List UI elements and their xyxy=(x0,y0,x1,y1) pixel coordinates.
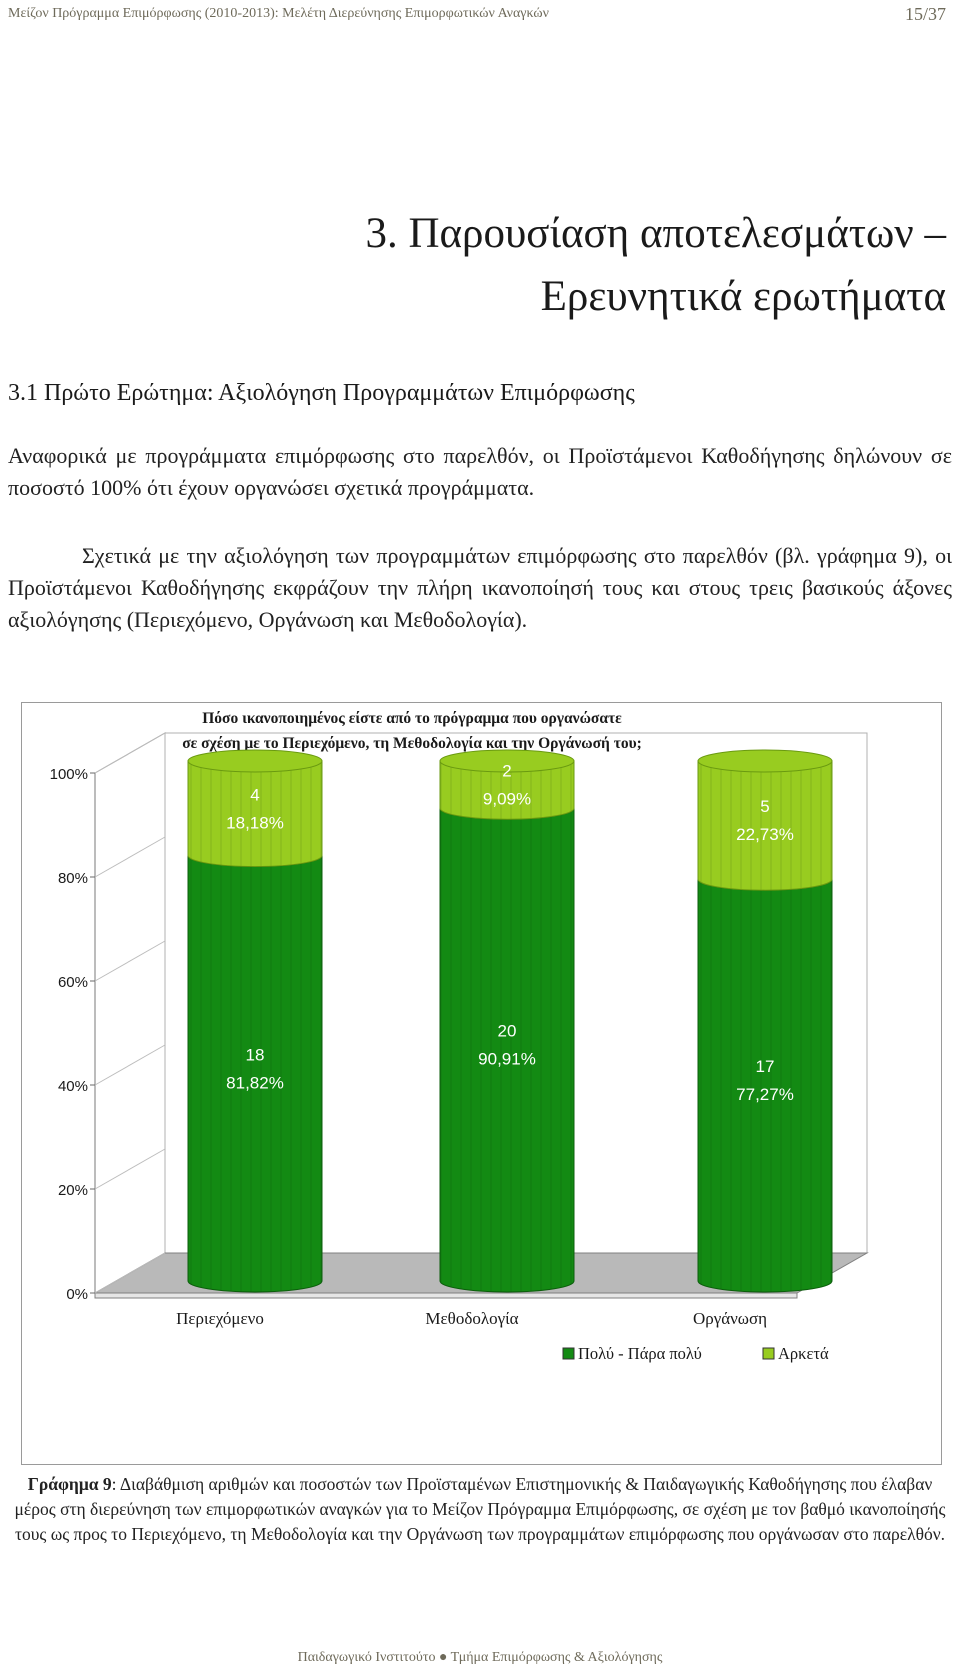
y-tick-label: 0% xyxy=(66,1286,88,1303)
bar-1-series-0 xyxy=(439,796,575,1293)
data-label-count: 18 xyxy=(246,1045,265,1064)
data-label-percent: 90,91% xyxy=(478,1050,536,1069)
y-tick-label: 40% xyxy=(58,1078,88,1095)
data-label-count: 2 xyxy=(502,762,511,781)
bar-0-series-0-stripes xyxy=(188,855,322,1292)
bar-2-series-0 xyxy=(697,867,833,1293)
y-gridline-diagonal xyxy=(94,940,166,982)
floor-edge xyxy=(94,1292,798,1299)
bar-1-series-0-stripes xyxy=(440,808,574,1292)
bar-0-series-0 xyxy=(187,844,323,1293)
figure-caption: Γράφημα 9: Διαβάθμιση αριθμών και ποσοστ… xyxy=(14,1472,946,1547)
paragraph-1: Αναφορικά με προγράμματα επιμόρφωσης στο… xyxy=(8,443,952,500)
stacked-bar-chart: Πόσο ικανοποιημένος είστε από το πρόγραμ… xyxy=(50,710,869,1363)
y-tick-label: 20% xyxy=(58,1182,88,1199)
bar-1-series-1-stripes xyxy=(440,761,574,820)
y-gridline-diagonal xyxy=(94,1148,166,1190)
bar-1-series-1-top xyxy=(439,749,575,773)
chart-title-line: Πόσο ικανοποιημένος είστε από το πρόγραμ… xyxy=(202,710,622,727)
chart-figure: Πόσο ικανοποιημένος είστε από το πρόγραμ… xyxy=(21,702,942,1465)
data-label-count: 5 xyxy=(760,797,769,816)
bar-1-series-1 xyxy=(439,749,575,820)
bar-2-series-0-stripes xyxy=(698,879,832,1292)
y-gridline-diagonal xyxy=(94,1044,166,1086)
legend-label: Αρκετά xyxy=(778,1344,829,1363)
chart-title-line: σε σχέση με το Περιεχόμενο, τη Μεθοδολογ… xyxy=(182,735,642,752)
data-label-percent: 81,82% xyxy=(226,1073,284,1092)
chapter-heading-line1: 3. Παρουσίαση αποτελεσμάτων – xyxy=(365,210,946,257)
y-tick-label: 60% xyxy=(58,974,88,991)
data-label-percent: 77,27% xyxy=(736,1085,794,1104)
y-tick-label: 80% xyxy=(58,870,88,887)
x-category-label: Μεθοδολογία xyxy=(425,1309,518,1328)
side-wall xyxy=(94,732,166,1294)
running-header: Μείζον Πρόγραμμα Επιμόρφωσης (2010-2013)… xyxy=(8,6,549,21)
legend-swatch xyxy=(762,1347,775,1360)
page-number: 15/37 xyxy=(904,4,946,24)
legend-swatch xyxy=(562,1347,575,1360)
paragraph-2: Σχετικά με την αξιολόγηση των προγραμμάτ… xyxy=(8,543,952,632)
chapter-heading-line2: Ερευνητικά ερωτήματα xyxy=(540,273,946,320)
x-category-label: Οργάνωση xyxy=(693,1309,767,1328)
bar-0-series-1 xyxy=(187,749,323,868)
data-label-percent: 22,73% xyxy=(736,825,794,844)
bar-0-series-1-top xyxy=(187,749,323,773)
x-category-label: Περιεχόμενο xyxy=(176,1309,264,1328)
y-tick-label: 100% xyxy=(50,766,88,783)
section-heading: 3.1 Πρώτο Ερώτημα: Αξιολόγηση Προγραμμάτ… xyxy=(8,380,635,406)
bar-2-series-1-top xyxy=(697,749,833,773)
bar-2-series-1-stripes xyxy=(698,761,832,891)
caption-text: : Διαβάθμιση αριθμών και ποσοστών των Πρ… xyxy=(14,1474,946,1544)
caption-label: Γράφημα 9 xyxy=(27,1474,112,1494)
y-gridline-diagonal xyxy=(94,836,166,878)
y-gridline-diagonal xyxy=(94,1252,166,1294)
bar-0-series-1-stripes xyxy=(188,761,322,867)
legend-label: Πολύ - Πάρα πολύ xyxy=(578,1344,702,1363)
chapter-heading: 3. Παρουσίαση αποτελεσμάτων – Ερευνητικά… xyxy=(186,202,946,328)
data-label-count: 20 xyxy=(498,1022,517,1041)
data-label-count: 17 xyxy=(756,1057,775,1076)
data-label-count: 4 xyxy=(250,785,259,804)
data-label-percent: 9,09% xyxy=(483,790,531,809)
bar-2-series-1 xyxy=(697,749,833,891)
page-footer: Παιδαγωγικό Ινστιτούτο ● Τμήμα Επιμόρφωσ… xyxy=(297,1650,663,1665)
data-label-percent: 18,18% xyxy=(226,813,284,832)
y-gridline-diagonal xyxy=(94,732,166,774)
